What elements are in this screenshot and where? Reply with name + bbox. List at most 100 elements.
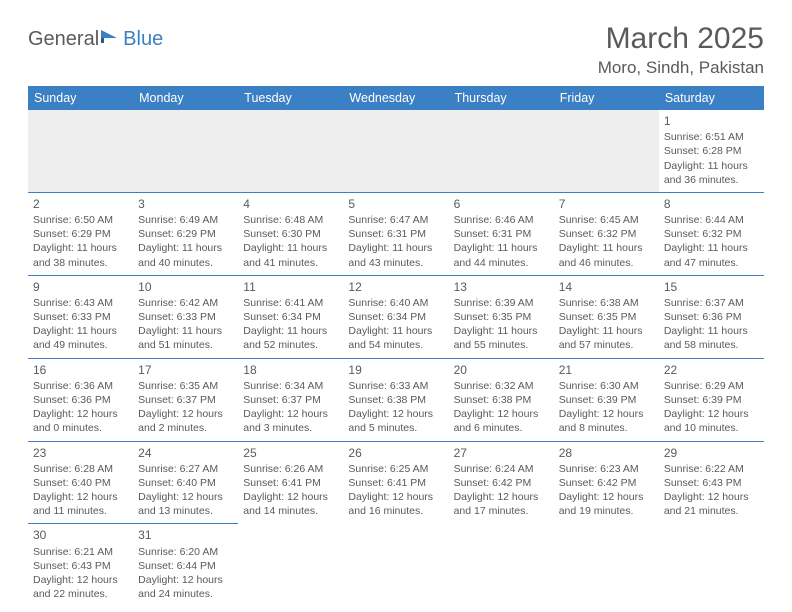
sunset-text: Sunset: 6:31 PM <box>348 227 443 241</box>
daylight-text: Daylight: 12 hours and 2 minutes. <box>138 407 233 435</box>
daylight-text: Daylight: 12 hours and 17 minutes. <box>454 490 549 518</box>
daylight-text: Daylight: 12 hours and 11 minutes. <box>33 490 128 518</box>
day-number: 2 <box>33 196 128 212</box>
sunset-text: Sunset: 6:42 PM <box>559 476 654 490</box>
sunrise-text: Sunrise: 6:21 AM <box>33 545 128 559</box>
calendar-day-cell: 29Sunrise: 6:22 AMSunset: 6:43 PMDayligh… <box>659 441 764 524</box>
daylight-text: Daylight: 12 hours and 21 minutes. <box>664 490 759 518</box>
sunrise-text: Sunrise: 6:40 AM <box>348 296 443 310</box>
sunrise-text: Sunrise: 6:26 AM <box>243 462 338 476</box>
daylight-text: Daylight: 12 hours and 13 minutes. <box>138 490 233 518</box>
calendar-week-row: 2Sunrise: 6:50 AMSunset: 6:29 PMDaylight… <box>28 192 764 275</box>
day-number: 11 <box>243 279 338 295</box>
day-header: Thursday <box>449 86 554 110</box>
daylight-text: Daylight: 12 hours and 0 minutes. <box>33 407 128 435</box>
day-number: 17 <box>138 362 233 378</box>
day-number: 6 <box>454 196 549 212</box>
daylight-text: Daylight: 11 hours and 36 minutes. <box>664 159 759 187</box>
sunset-text: Sunset: 6:32 PM <box>559 227 654 241</box>
sunset-text: Sunset: 6:40 PM <box>138 476 233 490</box>
day-number: 20 <box>454 362 549 378</box>
day-number: 22 <box>664 362 759 378</box>
sunset-text: Sunset: 6:39 PM <box>664 393 759 407</box>
day-number: 9 <box>33 279 128 295</box>
sunrise-text: Sunrise: 6:42 AM <box>138 296 233 310</box>
day-number: 10 <box>138 279 233 295</box>
sunrise-text: Sunrise: 6:32 AM <box>454 379 549 393</box>
sunset-text: Sunset: 6:38 PM <box>348 393 443 407</box>
calendar-week-row: 23Sunrise: 6:28 AMSunset: 6:40 PMDayligh… <box>28 441 764 524</box>
day-number: 21 <box>559 362 654 378</box>
sunrise-text: Sunrise: 6:33 AM <box>348 379 443 393</box>
brand-logo: General Blue <box>28 22 163 51</box>
day-number: 19 <box>348 362 443 378</box>
calendar-day-cell: 14Sunrise: 6:38 AMSunset: 6:35 PMDayligh… <box>554 275 659 358</box>
calendar-day-cell: 13Sunrise: 6:39 AMSunset: 6:35 PMDayligh… <box>449 275 554 358</box>
calendar-day-cell: 2Sunrise: 6:50 AMSunset: 6:29 PMDaylight… <box>28 192 133 275</box>
sunset-text: Sunset: 6:41 PM <box>243 476 338 490</box>
sunset-text: Sunset: 6:28 PM <box>664 144 759 158</box>
calendar-day-cell: 23Sunrise: 6:28 AMSunset: 6:40 PMDayligh… <box>28 441 133 524</box>
calendar-table: Sunday Monday Tuesday Wednesday Thursday… <box>28 86 764 606</box>
daylight-text: Daylight: 11 hours and 55 minutes. <box>454 324 549 352</box>
calendar-day-cell: 3Sunrise: 6:49 AMSunset: 6:29 PMDaylight… <box>133 192 238 275</box>
daylight-text: Daylight: 12 hours and 6 minutes. <box>454 407 549 435</box>
sunset-text: Sunset: 6:36 PM <box>664 310 759 324</box>
calendar-day-cell: 12Sunrise: 6:40 AMSunset: 6:34 PMDayligh… <box>343 275 448 358</box>
sunrise-text: Sunrise: 6:44 AM <box>664 213 759 227</box>
calendar-day-cell: 8Sunrise: 6:44 AMSunset: 6:32 PMDaylight… <box>659 192 764 275</box>
sunset-text: Sunset: 6:34 PM <box>348 310 443 324</box>
sunrise-text: Sunrise: 6:30 AM <box>559 379 654 393</box>
day-number: 13 <box>454 279 549 295</box>
daylight-text: Daylight: 12 hours and 14 minutes. <box>243 490 338 518</box>
calendar-day-cell <box>238 524 343 606</box>
day-number: 25 <box>243 445 338 461</box>
calendar-week-row: 30Sunrise: 6:21 AMSunset: 6:43 PMDayligh… <box>28 524 764 606</box>
sunset-text: Sunset: 6:36 PM <box>33 393 128 407</box>
calendar-day-cell: 15Sunrise: 6:37 AMSunset: 6:36 PMDayligh… <box>659 275 764 358</box>
sunrise-text: Sunrise: 6:34 AM <box>243 379 338 393</box>
calendar-day-cell: 22Sunrise: 6:29 AMSunset: 6:39 PMDayligh… <box>659 358 764 441</box>
day-number: 31 <box>138 527 233 543</box>
day-number: 3 <box>138 196 233 212</box>
sunrise-text: Sunrise: 6:51 AM <box>664 130 759 144</box>
calendar-day-cell: 1Sunrise: 6:51 AMSunset: 6:28 PMDaylight… <box>659 110 764 192</box>
day-header: Saturday <box>659 86 764 110</box>
day-number: 8 <box>664 196 759 212</box>
sunrise-text: Sunrise: 6:50 AM <box>33 213 128 227</box>
sunset-text: Sunset: 6:29 PM <box>33 227 128 241</box>
sunset-text: Sunset: 6:39 PM <box>559 393 654 407</box>
calendar-day-cell <box>449 524 554 606</box>
sunrise-text: Sunrise: 6:23 AM <box>559 462 654 476</box>
flag-icon <box>99 28 121 51</box>
sunset-text: Sunset: 6:40 PM <box>33 476 128 490</box>
day-number: 12 <box>348 279 443 295</box>
calendar-day-cell <box>343 524 448 606</box>
daylight-text: Daylight: 11 hours and 49 minutes. <box>33 324 128 352</box>
sunrise-text: Sunrise: 6:43 AM <box>33 296 128 310</box>
day-number: 15 <box>664 279 759 295</box>
calendar-day-cell: 31Sunrise: 6:20 AMSunset: 6:44 PMDayligh… <box>133 524 238 606</box>
calendar-day-cell <box>449 110 554 192</box>
sunset-text: Sunset: 6:38 PM <box>454 393 549 407</box>
sunrise-text: Sunrise: 6:25 AM <box>348 462 443 476</box>
sunrise-text: Sunrise: 6:45 AM <box>559 213 654 227</box>
daylight-text: Daylight: 11 hours and 43 minutes. <box>348 241 443 269</box>
page-header: General Blue March 2025 Moro, Sindh, Pak… <box>28 22 764 78</box>
sunset-text: Sunset: 6:30 PM <box>243 227 338 241</box>
title-block: March 2025 Moro, Sindh, Pakistan <box>598 22 764 78</box>
brand-name-1: General <box>28 28 99 51</box>
sunset-text: Sunset: 6:44 PM <box>138 559 233 573</box>
day-header: Wednesday <box>343 86 448 110</box>
calendar-day-cell: 21Sunrise: 6:30 AMSunset: 6:39 PMDayligh… <box>554 358 659 441</box>
daylight-text: Daylight: 11 hours and 38 minutes. <box>33 241 128 269</box>
calendar-day-cell: 10Sunrise: 6:42 AMSunset: 6:33 PMDayligh… <box>133 275 238 358</box>
daylight-text: Daylight: 11 hours and 41 minutes. <box>243 241 338 269</box>
brand-name-2: Blue <box>123 28 163 51</box>
sunrise-text: Sunrise: 6:20 AM <box>138 545 233 559</box>
sunset-text: Sunset: 6:29 PM <box>138 227 233 241</box>
calendar-day-cell: 27Sunrise: 6:24 AMSunset: 6:42 PMDayligh… <box>449 441 554 524</box>
sunrise-text: Sunrise: 6:38 AM <box>559 296 654 310</box>
month-title: March 2025 <box>598 22 764 56</box>
sunrise-text: Sunrise: 6:29 AM <box>664 379 759 393</box>
